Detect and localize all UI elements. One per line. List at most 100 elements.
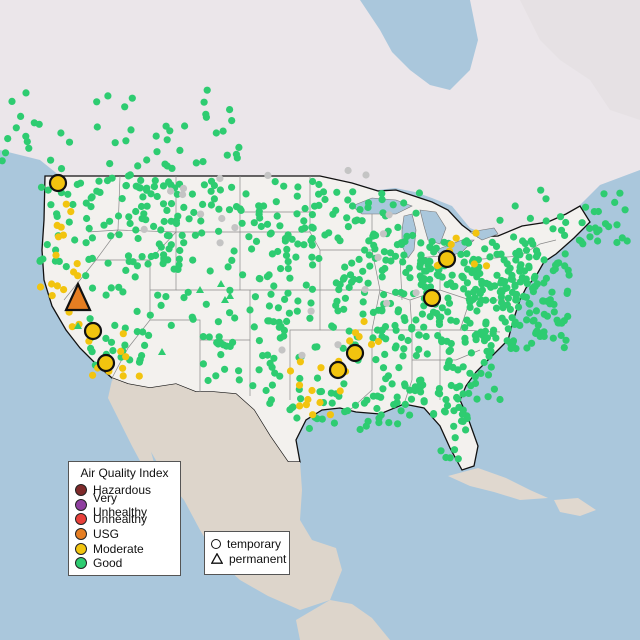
monitor-marker [246, 306, 254, 314]
monitor-marker [295, 381, 304, 389]
monitor-marker [444, 308, 452, 316]
monitor-marker [297, 395, 305, 403]
monitor-marker [294, 240, 302, 248]
monitor-marker [121, 324, 129, 332]
monitor-marker [288, 235, 296, 243]
monitor-marker [434, 389, 442, 397]
moderate-site-marker [437, 249, 457, 269]
monitor-marker [35, 120, 43, 128]
monitor-marker [522, 246, 531, 254]
monitor-marker [86, 315, 94, 323]
monitor-marker [346, 337, 354, 345]
monitor-marker [127, 126, 135, 134]
monitor-marker [445, 347, 453, 355]
monitor-marker [616, 189, 624, 197]
monitor-marker [600, 190, 608, 198]
monitor-marker [539, 297, 548, 305]
monitor-marker [356, 425, 364, 434]
monitor-marker [412, 289, 420, 297]
monitor-marker [150, 222, 158, 230]
monitor-marker [367, 340, 376, 348]
monitor-marker [39, 255, 47, 263]
monitor-marker [197, 210, 205, 218]
monitor-marker [394, 420, 402, 428]
moderate-site-marker [345, 343, 365, 363]
monitor-marker [278, 346, 286, 354]
monitor-marker [364, 279, 372, 287]
monitor-marker [391, 252, 400, 260]
monitor-marker [382, 256, 390, 264]
monitor-marker [525, 253, 533, 261]
monitor-marker [1, 149, 10, 157]
monitor-marker [106, 217, 114, 225]
monitor-marker [140, 225, 148, 233]
monitor-marker [82, 239, 90, 247]
monitor-marker [126, 219, 134, 228]
monitor-marker [83, 214, 91, 223]
monitor-marker [109, 347, 117, 355]
monitor-marker [473, 395, 481, 403]
monitor-marker [562, 336, 570, 344]
monitor-marker [375, 419, 383, 427]
monitor-marker [459, 363, 467, 371]
monitor-marker [549, 225, 557, 233]
legend-swatch [75, 513, 87, 526]
monitor-marker [210, 195, 218, 203]
monitor-marker [134, 234, 142, 243]
monitor-marker [272, 198, 280, 206]
monitor-marker [67, 208, 75, 216]
monitor-marker [280, 332, 288, 340]
monitor-marker [163, 206, 171, 214]
monitor-marker [451, 434, 459, 442]
monitor-marker [229, 338, 237, 346]
monitor-marker [486, 253, 494, 261]
monitor-marker [122, 353, 130, 361]
monitor-marker [212, 129, 220, 137]
monitor-marker [361, 246, 369, 254]
monitor-marker [392, 288, 400, 296]
legend-swatch [75, 484, 87, 497]
monitor-marker [385, 211, 393, 219]
monitor-marker [521, 240, 529, 248]
monitor-marker [150, 182, 158, 191]
monitor-marker [437, 313, 445, 321]
monitor-marker [138, 253, 146, 261]
monitor-marker [307, 307, 315, 315]
monitor-marker [153, 148, 161, 156]
monitor-marker [273, 212, 281, 220]
monitor-marker [309, 411, 317, 419]
monitor-marker [88, 234, 96, 242]
monitor-marker [418, 310, 426, 318]
monitor-marker [255, 366, 263, 374]
monitor-marker [264, 171, 272, 179]
monitor-marker [189, 256, 197, 264]
monitor-marker [207, 177, 216, 185]
monitor-marker [379, 385, 387, 393]
monitor-marker [162, 122, 170, 130]
monitor-marker [556, 213, 565, 221]
monitor-marker [276, 222, 284, 230]
monitor-marker [378, 266, 386, 274]
monitor-marker [408, 325, 416, 333]
monitor-marker [239, 271, 247, 279]
monitor-marker [282, 251, 291, 259]
monitor-marker [137, 176, 145, 184]
monitor-marker [516, 267, 524, 275]
monitor-marker [170, 265, 178, 273]
monitor-marker [450, 422, 458, 430]
monitor-marker [125, 213, 133, 221]
legend-label: Moderate [93, 541, 144, 556]
monitor-marker [540, 256, 548, 264]
monitor-marker [231, 224, 239, 232]
monitor-marker [474, 331, 482, 339]
monitor-marker [394, 308, 402, 316]
monitor-marker [249, 382, 257, 390]
monitor-marker [484, 371, 493, 379]
aqi-legend: Air Quality Index Hazardous Very Unhealth… [68, 461, 181, 576]
monitor-marker [360, 317, 368, 326]
monitor-marker [504, 325, 512, 333]
monitor-marker [202, 110, 210, 118]
monitor-marker [457, 250, 465, 258]
monitor-marker [223, 151, 231, 159]
monitor-marker [302, 281, 310, 289]
